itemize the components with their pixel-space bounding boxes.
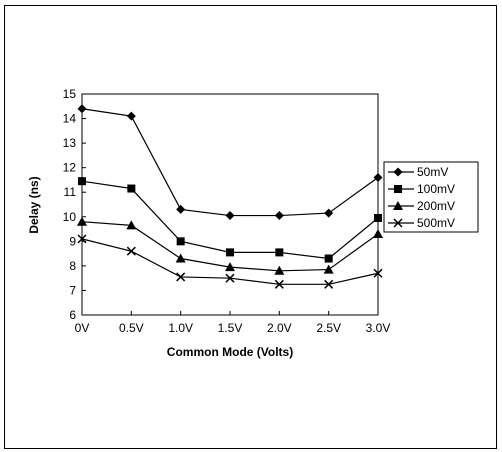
data-point-200mV: [77, 216, 87, 226]
y-tick-label: 14: [63, 112, 77, 126]
x-tick-label: 0.5V: [119, 321, 144, 335]
legend-label: 500mV: [417, 216, 455, 230]
data-point-500mV: [225, 273, 235, 283]
data-point-50mV: [274, 211, 284, 221]
data-point-100mV: [324, 254, 333, 263]
x-marker-stroke: [77, 234, 87, 244]
legend: 50mV 100mV 200mV 500mV: [383, 161, 479, 233]
legend-item-500mV: 500mV: [388, 216, 455, 230]
legend-item-100mV: 100mV: [388, 182, 455, 196]
x-marker-stroke: [393, 218, 403, 228]
legend-label: 50mV: [417, 165, 448, 179]
data-point-100mV: [127, 184, 136, 193]
x-tick-label: 1.0V: [168, 321, 193, 335]
series-line-50mV: [81, 108, 379, 217]
data-point-200mV: [274, 265, 285, 275]
y-tick-label: 7: [69, 283, 76, 297]
x-marker-stroke: [373, 268, 383, 278]
data-point-200mV: [126, 220, 137, 230]
x-tick-label: 0V: [75, 321, 90, 335]
x-marker-stroke: [324, 279, 334, 289]
series-100mV: [78, 177, 382, 263]
y-tick-label: 9: [69, 234, 76, 248]
x-marker-stroke: [126, 246, 136, 256]
x-marker-stroke: [274, 279, 284, 289]
data-point-500mV: [77, 234, 87, 244]
data-point-200mV: [373, 228, 383, 238]
data-point-500mV: [176, 272, 186, 282]
y-tick-label: 15: [63, 87, 77, 101]
data-point-50mV: [373, 172, 383, 182]
data-point-500mV: [324, 279, 334, 289]
legend-marker-50mV: [393, 167, 403, 177]
x-marker-stroke: [176, 272, 186, 282]
series-50mV: [77, 104, 383, 221]
plot-area: [81, 93, 379, 316]
x-tick-label: 2.0V: [267, 321, 292, 335]
series-layer: [77, 104, 383, 289]
data-point-100mV: [176, 237, 185, 246]
data-point-100mV: [374, 214, 382, 223]
legend-label: 200mV: [417, 199, 455, 213]
x-tick-label: 2.5V: [316, 321, 341, 335]
legend-marker-500mV: [393, 218, 403, 228]
legend-marker-200mV: [393, 201, 403, 210]
y-tick-label: 6: [69, 308, 76, 322]
y-tick-label: 11: [64, 185, 77, 199]
data-point-50mV: [324, 208, 334, 218]
data-point-50mV: [77, 104, 87, 114]
y-tick-label: 12: [63, 161, 77, 175]
data-point-200mV: [323, 264, 334, 274]
plot-border: [81, 93, 379, 316]
y-axis-ticks: 6 7 8 9 10 11 12 13 14 15: [63, 87, 86, 322]
series-200mV: [77, 216, 383, 275]
data-point-50mV: [176, 204, 186, 214]
y-tick-label: 13: [63, 136, 77, 150]
legend-label: 100mV: [417, 182, 455, 196]
x-marker-stroke: [225, 273, 235, 283]
series-500mV: [77, 234, 383, 289]
data-point-100mV: [275, 248, 284, 257]
y-axis-title: Delay (ns): [27, 176, 41, 233]
data-point-100mV: [78, 177, 86, 186]
x-tick-label: 3.0V: [366, 321, 391, 335]
y-tick-label: 8: [69, 259, 76, 273]
data-point-500mV: [274, 279, 284, 289]
x-axis-title: Common Mode (Volts): [167, 345, 293, 359]
legend-marker-100mV: [394, 185, 402, 193]
data-point-50mV: [225, 211, 235, 221]
data-point-50mV: [126, 111, 136, 121]
legend-item-50mV: 50mV: [388, 165, 448, 179]
legend-item-200mV: 200mV: [388, 199, 455, 213]
data-point-500mV: [126, 246, 136, 256]
data-point-200mV: [175, 253, 186, 263]
y-tick-label: 10: [63, 210, 77, 224]
x-axis-ticks: 0V 0.5V 1.0V 1.5V 2.0V 2.5V 3.0V: [75, 311, 391, 335]
data-point-100mV: [226, 248, 234, 257]
x-tick-label: 1.5V: [218, 321, 243, 335]
data-point-500mV: [373, 268, 383, 278]
data-point-200mV: [225, 262, 235, 272]
